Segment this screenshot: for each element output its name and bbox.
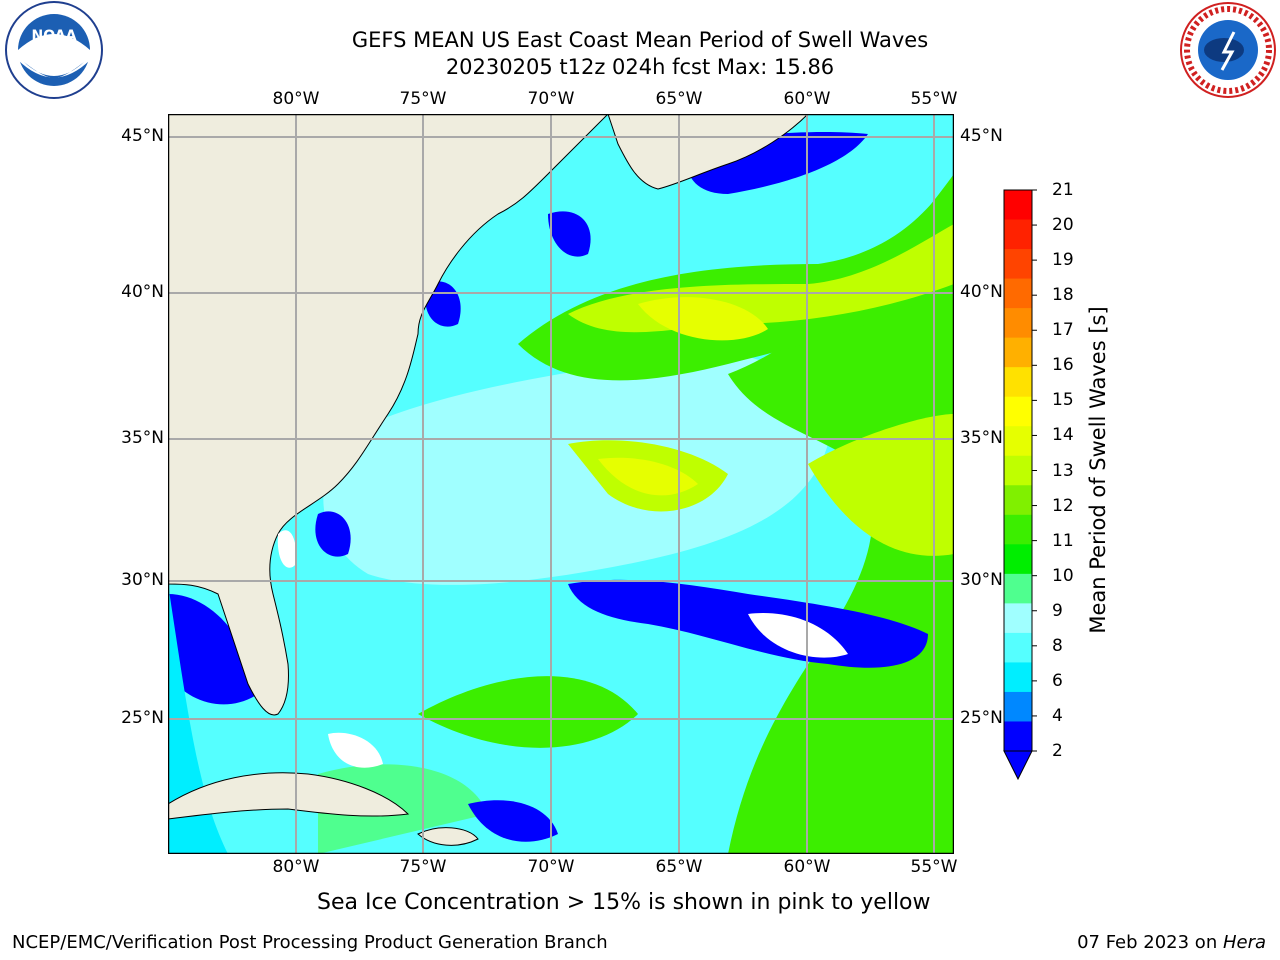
lon-tick-top: 65°W: [655, 89, 703, 109]
nws-logo: [1178, 0, 1278, 100]
colorbar-swatch: [1004, 721, 1032, 752]
lat-tick-left: 35°N: [121, 428, 164, 448]
footer-date-text: 07 Feb 2023 on: [1077, 932, 1223, 953]
colorbar-swatch: [1004, 691, 1032, 722]
chart-subtitle: 20230205 t12z 024h fcst Max: 15.86: [445, 55, 835, 79]
colorbar-tick-label: 9: [1052, 600, 1063, 621]
colorbar-swatch: [1004, 219, 1032, 250]
colorbar-swatch: [1004, 455, 1032, 486]
colorbar-tick-label: 17: [1052, 320, 1074, 341]
map-panel: [167, 113, 955, 855]
lon-tick-bottom: 55°W: [910, 857, 958, 877]
colorbar-swatch: [1004, 367, 1032, 398]
lon-tick-top: 55°W: [910, 89, 958, 109]
colorbar-swatch: [1004, 573, 1032, 604]
colorbar-tick-label: 10: [1052, 565, 1074, 586]
colorbar-tick-label: 13: [1052, 460, 1074, 481]
colorbar-tick-label: 6: [1052, 670, 1063, 691]
colorbar-tick-label: 4: [1052, 705, 1063, 726]
lat-tick-left: 25°N: [121, 708, 164, 728]
lon-tick-top: 75°W: [399, 89, 447, 109]
colorbar: [1000, 186, 1070, 786]
noaa-logo: NOAA: [4, 0, 104, 100]
lat-tick-right: 45°N: [960, 126, 1003, 146]
colorbar-tick-label: 19: [1052, 250, 1074, 271]
lon-tick-bottom: 80°W: [272, 857, 320, 877]
sea-ice-caption: Sea Ice Concentration > 15% is shown in …: [317, 890, 931, 915]
colorbar-swatch: [1004, 514, 1032, 545]
colorbar-tick-label: 21: [1052, 180, 1074, 200]
lon-tick-bottom: 70°W: [527, 857, 575, 877]
lon-tick-top: 60°W: [783, 89, 831, 109]
lon-tick-bottom: 75°W: [399, 857, 447, 877]
colorbar-swatch: [1004, 603, 1032, 634]
lat-tick-right: 25°N: [960, 708, 1003, 728]
colorbar-ticks: 21 20 19 18 17 16 15 14 13 12 11 10 9 8 6 4 2: [1052, 180, 1112, 770]
colorbar-swatch: [1004, 337, 1032, 368]
footer-host: Hera: [1222, 932, 1266, 953]
colorbar-tick-label: 11: [1052, 530, 1074, 551]
colorbar-tick-label: 12: [1052, 495, 1074, 516]
lat-tick-left: 30°N: [121, 570, 164, 590]
colorbar-swatch: [1004, 396, 1032, 427]
colorbar-tick-label: 14: [1052, 425, 1074, 446]
colorbar-swatch: [1004, 278, 1032, 309]
lon-tick-top: 80°W: [272, 89, 320, 109]
colorbar-tick-label: 2: [1052, 741, 1063, 761]
colorbar-tick-label: 8: [1052, 635, 1063, 656]
svg-text:NOAA: NOAA: [32, 28, 77, 44]
footer-date: 07 Feb 2023 on Hera: [1077, 932, 1266, 953]
lat-tick-left: 45°N: [121, 126, 164, 146]
lat-tick-right: 35°N: [960, 428, 1003, 448]
colorbar-swatch: [1004, 632, 1032, 663]
footer-credit: NCEP/EMC/Verification Post Processing Pr…: [12, 932, 608, 953]
colorbar-swatch: [1004, 426, 1032, 457]
lat-tick-right: 30°N: [960, 570, 1003, 590]
colorbar-swatch: [1004, 308, 1032, 339]
lat-tick-right: 40°N: [960, 282, 1003, 302]
colorbar-extend-arrow: [1003, 750, 1033, 781]
colorbar-tick-label: 20: [1052, 215, 1074, 236]
colorbar-tick-label: 15: [1052, 390, 1074, 411]
colorbar-swatch: [1004, 485, 1032, 516]
lat-tick-left: 40°N: [121, 282, 164, 302]
lon-tick-bottom: 65°W: [655, 857, 703, 877]
lon-tick-top: 70°W: [527, 89, 575, 109]
colorbar-tick-label: 18: [1052, 285, 1074, 306]
colorbar-swatch: [1004, 249, 1032, 280]
colorbar-tick-label: 16: [1052, 355, 1074, 376]
chart-title: GEFS MEAN US East Coast Mean Period of S…: [351, 28, 929, 52]
lon-tick-bottom: 60°W: [783, 857, 831, 877]
colorbar-swatch: [1004, 662, 1032, 693]
colorbar-swatch: [1004, 190, 1032, 221]
colorbar-swatch: [1004, 544, 1032, 575]
